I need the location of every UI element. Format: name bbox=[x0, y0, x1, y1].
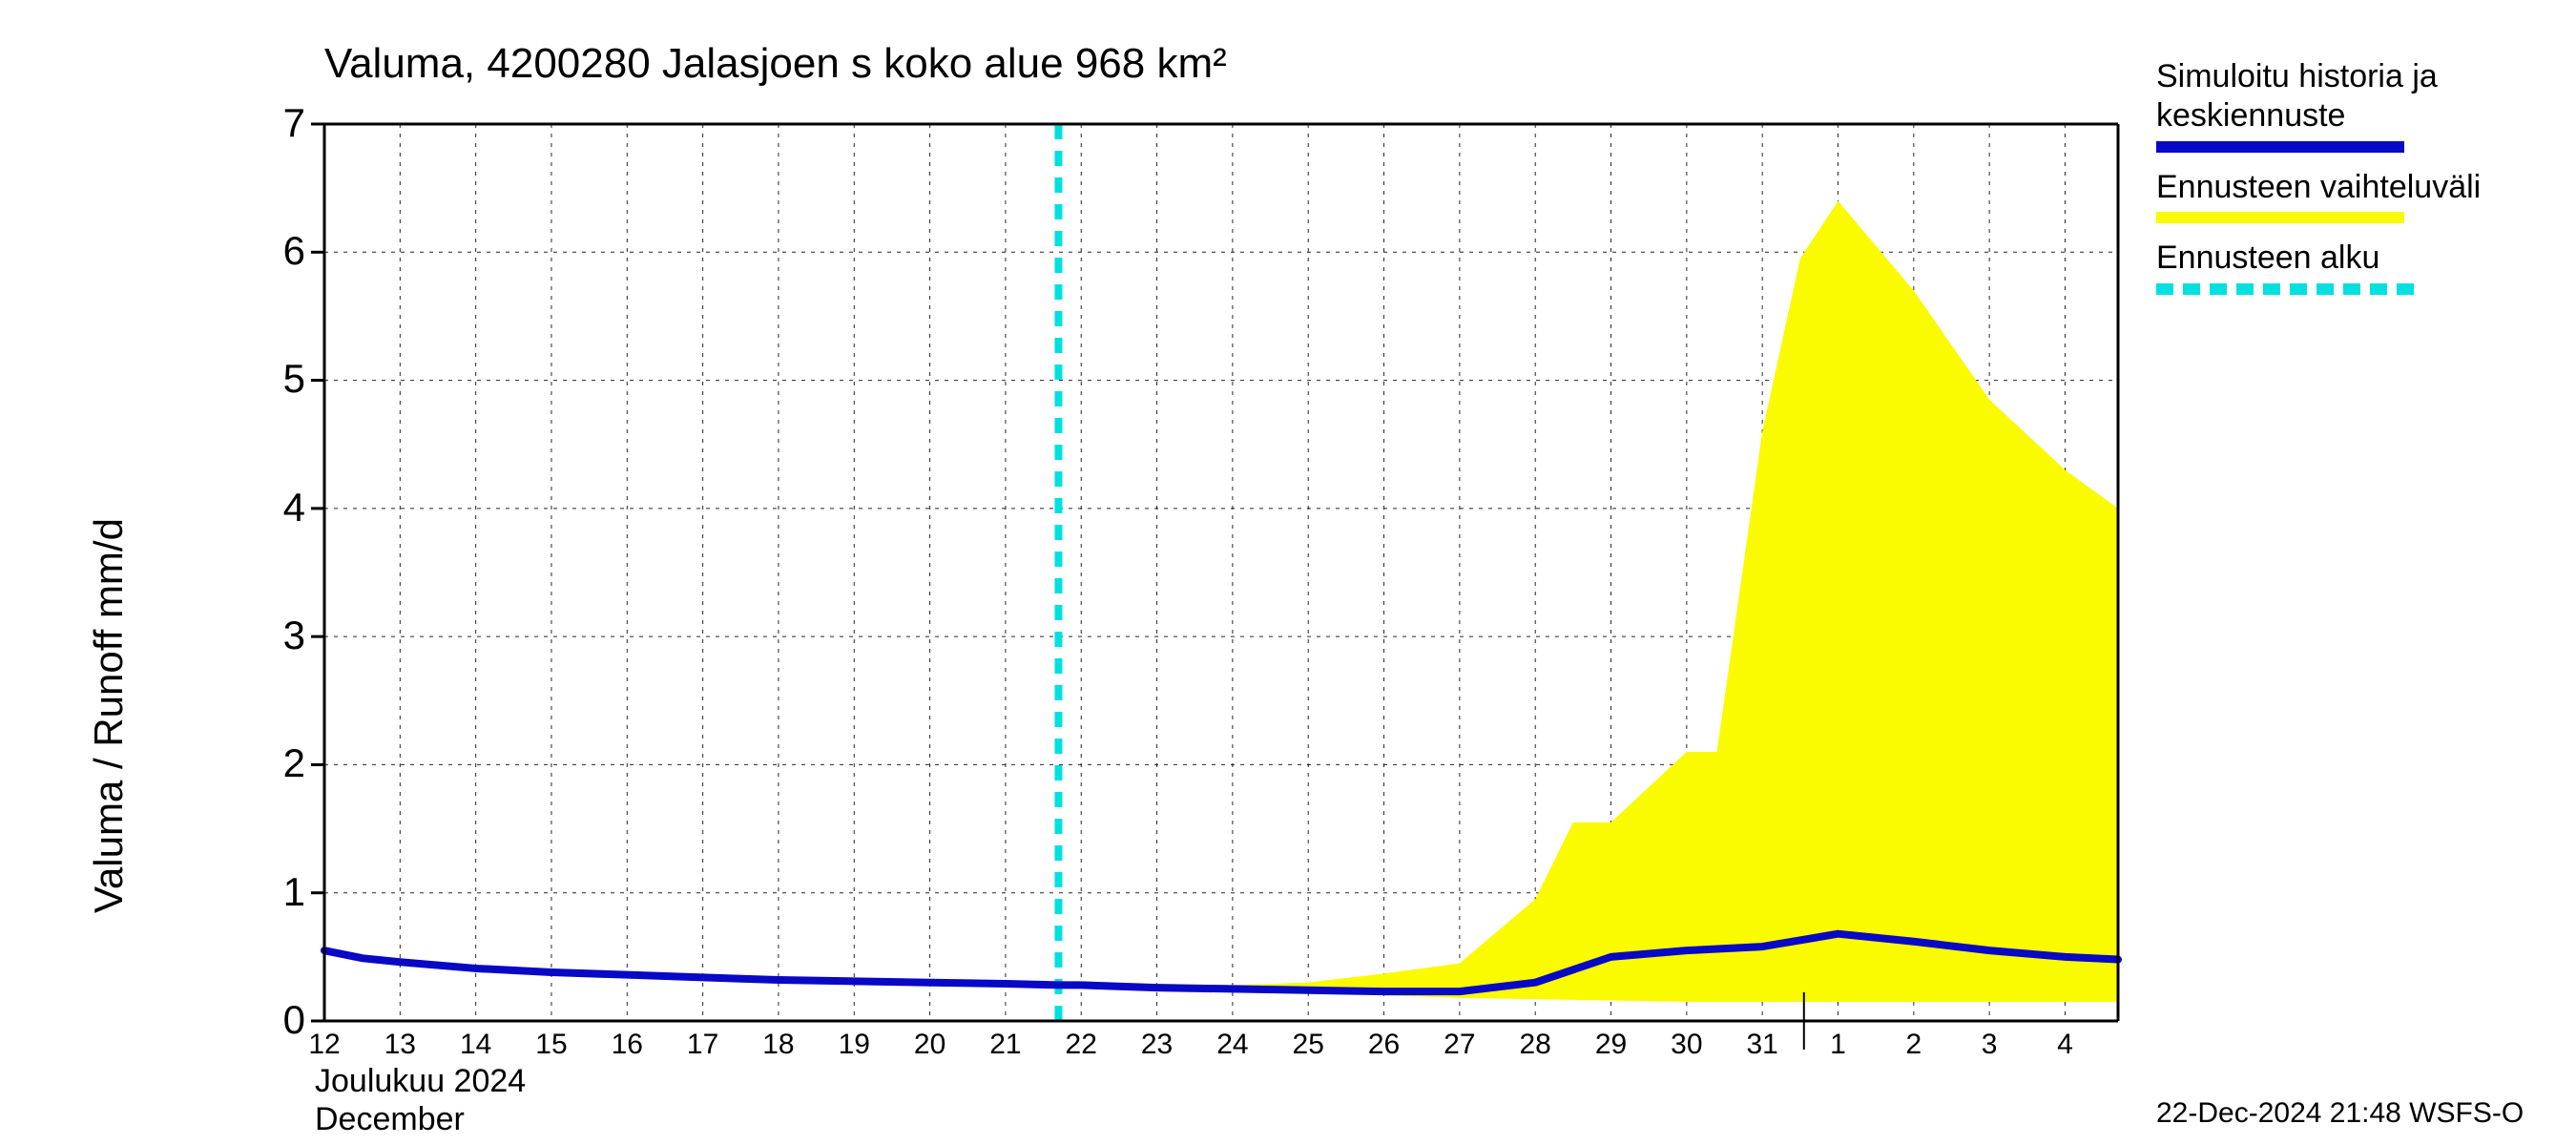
legend-item: Ennusteen vaihteluväli bbox=[2156, 168, 2481, 224]
x-tick-label: 26 bbox=[1356, 1029, 1413, 1061]
x-tick-label: 15 bbox=[523, 1029, 580, 1061]
forecast-range-area bbox=[1058, 201, 2118, 1002]
chart-title: Valuma, 4200280 Jalasjoen s koko alue 96… bbox=[324, 40, 1227, 88]
legend-swatch bbox=[2156, 212, 2404, 223]
chart-legend: Simuloitu historia jakeskiennuste Ennuste… bbox=[2156, 57, 2481, 310]
x-tick-label: 14 bbox=[447, 1029, 505, 1061]
x-tick-label: 24 bbox=[1204, 1029, 1261, 1061]
x-tick-label: 31 bbox=[1734, 1029, 1791, 1061]
x-tick-label: 2 bbox=[1885, 1029, 1942, 1061]
x-tick-label: 30 bbox=[1658, 1029, 1715, 1061]
y-axis-label: Valuma / Runoff mm/d bbox=[86, 518, 132, 913]
x-tick-label: 22 bbox=[1052, 1029, 1110, 1061]
x-tick-label: 13 bbox=[371, 1029, 428, 1061]
x-tick-label: 16 bbox=[598, 1029, 655, 1061]
x-axis-month-label-1: Joulukuu 2024 bbox=[315, 1063, 526, 1100]
x-tick-label: 25 bbox=[1279, 1029, 1337, 1061]
legend-swatch bbox=[2156, 141, 2404, 153]
legend-label: Ennusteen alku bbox=[2156, 239, 2481, 278]
y-tick-label: 2 bbox=[239, 740, 305, 786]
x-tick-label: 17 bbox=[675, 1029, 732, 1061]
x-tick-label: 1 bbox=[1809, 1029, 1866, 1061]
legend-item: Ennusteen alku bbox=[2156, 239, 2481, 295]
x-tick-label: 23 bbox=[1129, 1029, 1186, 1061]
legend-swatch bbox=[2156, 283, 2404, 295]
y-tick-label: 7 bbox=[239, 100, 305, 146]
x-tick-label: 20 bbox=[902, 1029, 959, 1061]
runoff-chart bbox=[324, 124, 2118, 1021]
legend-label: Simuloitu historia ja bbox=[2156, 57, 2481, 96]
legend-label: Ennusteen vaihteluväli bbox=[2156, 168, 2481, 207]
y-tick-label: 4 bbox=[239, 485, 305, 531]
x-tick-label: 29 bbox=[1583, 1029, 1640, 1061]
legend-label: keskiennuste bbox=[2156, 96, 2481, 135]
x-tick-label: 28 bbox=[1506, 1029, 1564, 1061]
y-tick-label: 6 bbox=[239, 228, 305, 274]
x-tick-label: 21 bbox=[977, 1029, 1034, 1061]
render-timestamp: 22-Dec-2024 21:48 WSFS-O bbox=[2156, 1097, 2524, 1130]
y-tick-label: 1 bbox=[239, 869, 305, 915]
y-tick-label: 3 bbox=[239, 613, 305, 658]
x-tick-label: 3 bbox=[1961, 1029, 2018, 1061]
x-tick-label: 12 bbox=[296, 1029, 353, 1061]
x-axis-month-label-2: December bbox=[315, 1101, 465, 1138]
x-tick-label: 4 bbox=[2036, 1029, 2093, 1061]
x-tick-label: 27 bbox=[1431, 1029, 1488, 1061]
y-tick-label: 5 bbox=[239, 356, 305, 402]
legend-item: Simuloitu historia jakeskiennuste bbox=[2156, 57, 2481, 153]
x-tick-label: 19 bbox=[825, 1029, 883, 1061]
x-tick-label: 18 bbox=[750, 1029, 807, 1061]
